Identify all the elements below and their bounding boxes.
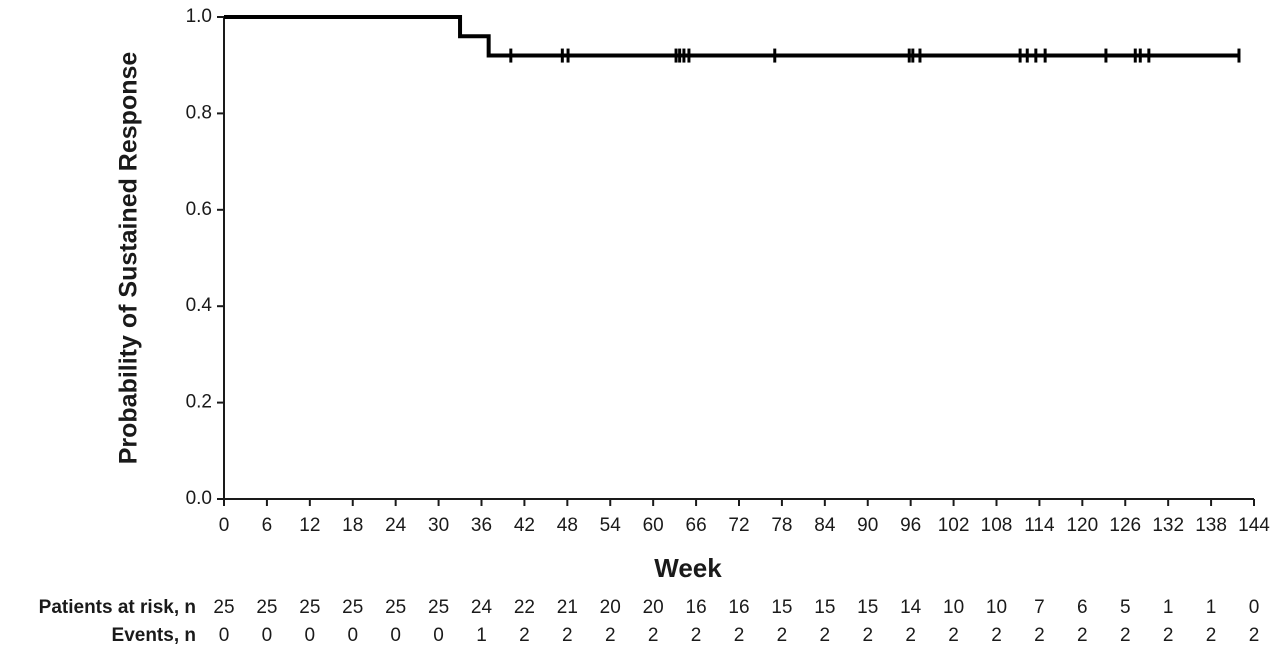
risk-value: 1	[1206, 597, 1217, 618]
risk-value: 2	[820, 625, 831, 646]
x-tick-label: 18	[342, 515, 363, 536]
risk-value: 15	[771, 597, 792, 618]
risk-value: 2	[691, 625, 702, 646]
x-tick-label: 120	[1066, 515, 1098, 536]
x-tick-label: 42	[514, 515, 535, 536]
x-tick-label: 126	[1109, 515, 1141, 536]
x-tick-label: 114	[1024, 515, 1055, 536]
risk-value: 16	[728, 597, 749, 618]
risk-value: 14	[900, 597, 922, 618]
x-tick-label: 78	[771, 515, 792, 536]
x-tick-label: 60	[643, 515, 664, 536]
x-tick-label: 66	[686, 515, 707, 536]
x-axis-title: Week	[654, 553, 722, 583]
risk-value: 0	[433, 625, 444, 646]
risk-value: 25	[385, 597, 406, 618]
y-tick-label: 0.2	[186, 392, 212, 413]
risk-value: 2	[905, 625, 916, 646]
risk-value: 25	[299, 597, 320, 618]
risk-value: 24	[471, 597, 493, 618]
risk-value: 0	[347, 625, 358, 646]
risk-value: 25	[213, 597, 234, 618]
risk-value: 2	[948, 625, 959, 646]
risk-value: 2	[862, 625, 873, 646]
y-tick-label: 0.6	[186, 199, 212, 220]
risk-value: 2	[777, 625, 788, 646]
risk-value: 6	[1077, 597, 1088, 618]
risk-value: 2	[1249, 625, 1260, 646]
x-tick-label: 108	[981, 515, 1013, 536]
survival-curve	[224, 15, 1240, 58]
risk-value: 2	[519, 625, 530, 646]
risk-value: 15	[857, 597, 878, 618]
risk-value: 0	[1249, 597, 1260, 618]
x-tick-label: 72	[728, 515, 749, 536]
risk-value: 25	[428, 597, 449, 618]
risk-value: 2	[1120, 625, 1131, 646]
risk-value: 2	[605, 625, 616, 646]
risk-value: 16	[686, 597, 707, 618]
x-tick-label: 90	[857, 515, 878, 536]
x-tick-label: 144	[1238, 515, 1270, 536]
risk-row-label: Events, n	[112, 625, 196, 646]
y-tick-label: 1.0	[186, 6, 212, 27]
x-tick-label: 138	[1195, 515, 1227, 536]
x-tick-label: 54	[600, 515, 622, 536]
risk-value: 2	[562, 625, 573, 646]
risk-value: 20	[600, 597, 621, 618]
risk-value: 0	[390, 625, 401, 646]
x-tick-label: 6	[262, 515, 273, 536]
x-tick-label: 24	[385, 515, 407, 536]
risk-value: 22	[514, 597, 535, 618]
risk-value: 25	[342, 597, 363, 618]
risk-value: 5	[1120, 597, 1131, 618]
x-tick-label: 102	[938, 515, 970, 536]
x-tick-label: 30	[428, 515, 449, 536]
x-tick-label: 48	[557, 515, 578, 536]
risk-value: 0	[262, 625, 273, 646]
x-tick-label: 12	[299, 515, 320, 536]
x-tick-label: 132	[1152, 515, 1184, 536]
risk-value: 10	[986, 597, 1007, 618]
y-tick-label: 0.0	[186, 488, 212, 509]
risk-row-label: Patients at risk, n	[39, 597, 196, 618]
y-tick-label: 0.4	[186, 295, 213, 316]
risk-value: 2	[1034, 625, 1045, 646]
y-tick-label: 0.8	[186, 102, 212, 123]
risk-value: 2	[1163, 625, 1174, 646]
risk-value: 1	[476, 625, 487, 646]
x-tick-label: 84	[814, 515, 836, 536]
risk-value: 0	[305, 625, 316, 646]
risk-value: 7	[1034, 597, 1045, 618]
risk-value: 10	[943, 597, 964, 618]
risk-value: 2	[991, 625, 1002, 646]
risk-value: 1	[1163, 597, 1174, 618]
x-tick-label: 0	[219, 515, 230, 536]
risk-value: 2	[1206, 625, 1217, 646]
risk-value: 20	[643, 597, 664, 618]
risk-value: 15	[814, 597, 835, 618]
risk-value: 2	[648, 625, 659, 646]
risk-value: 21	[557, 597, 578, 618]
risk-value: 2	[1077, 625, 1088, 646]
x-tick-label: 36	[471, 515, 492, 536]
risk-value: 2	[734, 625, 745, 646]
y-axis-title: Probability of Sustained Response	[115, 52, 143, 465]
x-tick-label: 96	[900, 515, 921, 536]
risk-value: 0	[219, 625, 230, 646]
risk-value: 25	[256, 597, 277, 618]
